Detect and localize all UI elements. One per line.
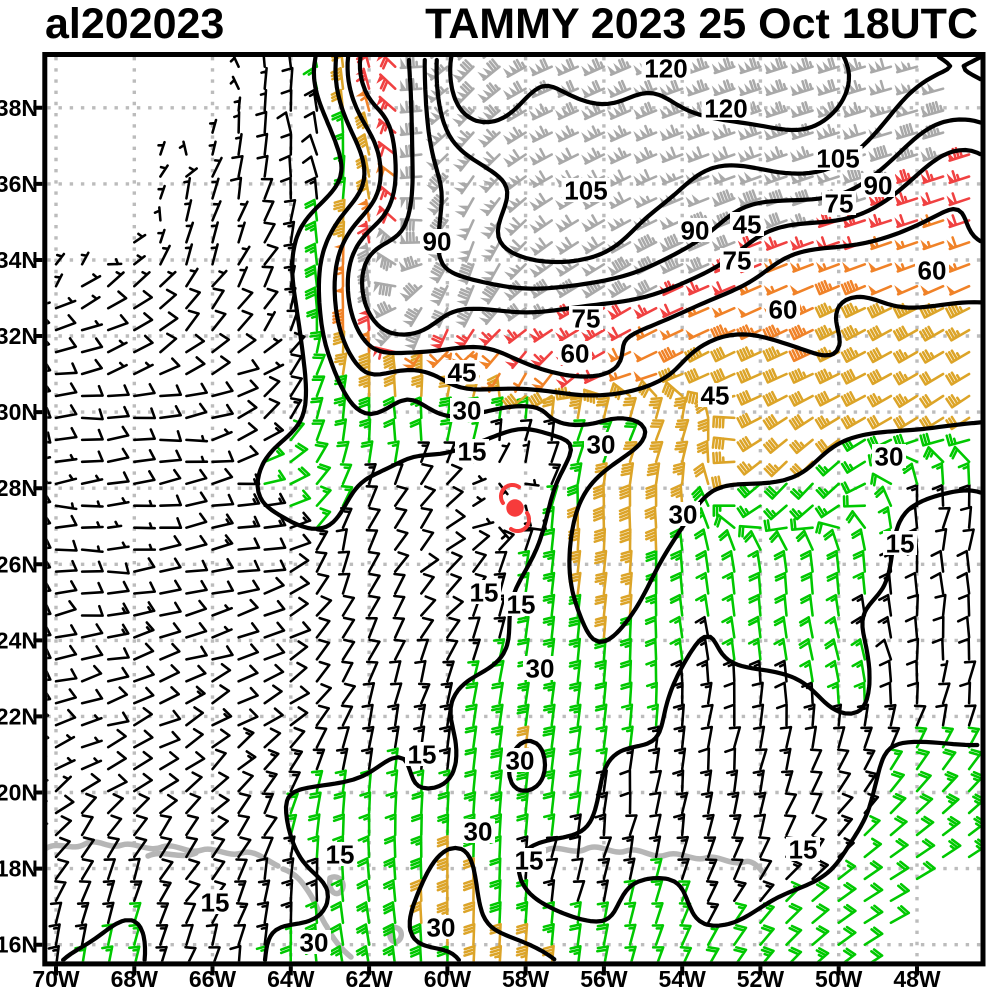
svg-text:15: 15 bbox=[886, 529, 915, 559]
svg-text:105: 105 bbox=[564, 176, 607, 206]
svg-text:45: 45 bbox=[733, 210, 762, 240]
svg-text:30: 30 bbox=[300, 928, 329, 958]
svg-text:90: 90 bbox=[681, 216, 710, 246]
svg-text:70W: 70W bbox=[32, 966, 80, 989]
svg-text:38N: 38N bbox=[0, 95, 38, 121]
svg-text:90: 90 bbox=[423, 227, 452, 257]
svg-text:16N: 16N bbox=[0, 932, 38, 958]
svg-text:120: 120 bbox=[704, 94, 747, 124]
svg-text:75: 75 bbox=[825, 189, 854, 219]
svg-text:24N: 24N bbox=[0, 627, 38, 653]
svg-text:30: 30 bbox=[669, 500, 698, 530]
svg-text:30: 30 bbox=[453, 396, 482, 426]
svg-text:66W: 66W bbox=[189, 966, 237, 989]
svg-text:48W: 48W bbox=[893, 966, 941, 989]
svg-text:50W: 50W bbox=[815, 966, 863, 989]
svg-text:30: 30 bbox=[587, 430, 616, 460]
svg-text:68W: 68W bbox=[111, 966, 159, 989]
svg-text:15: 15 bbox=[201, 888, 230, 918]
svg-text:15: 15 bbox=[326, 840, 355, 870]
svg-text:15: 15 bbox=[458, 437, 487, 467]
svg-text:15: 15 bbox=[515, 846, 544, 876]
svg-text:20N: 20N bbox=[0, 780, 38, 806]
svg-text:120: 120 bbox=[644, 54, 687, 84]
svg-text:15: 15 bbox=[470, 578, 499, 608]
svg-text:15: 15 bbox=[789, 835, 818, 865]
svg-text:18N: 18N bbox=[0, 856, 38, 882]
svg-text:15: 15 bbox=[408, 740, 437, 770]
svg-text:30: 30 bbox=[506, 746, 535, 776]
svg-text:22N: 22N bbox=[0, 703, 38, 729]
svg-text:75: 75 bbox=[723, 246, 752, 276]
svg-text:30N: 30N bbox=[0, 399, 38, 425]
svg-text:34N: 34N bbox=[0, 247, 38, 273]
svg-text:30: 30 bbox=[875, 442, 904, 472]
svg-text:60: 60 bbox=[561, 339, 590, 369]
svg-text:56W: 56W bbox=[580, 966, 628, 989]
svg-text:45: 45 bbox=[701, 381, 730, 411]
svg-text:TAMMY 2023 25 Oct 18UTC: TAMMY 2023 25 Oct 18UTC bbox=[425, 0, 978, 48]
svg-text:32N: 32N bbox=[0, 323, 38, 349]
svg-text:30: 30 bbox=[526, 654, 555, 684]
svg-text:52W: 52W bbox=[737, 966, 785, 989]
svg-text:75: 75 bbox=[572, 304, 601, 334]
svg-text:64W: 64W bbox=[267, 966, 315, 989]
svg-text:45: 45 bbox=[448, 358, 477, 388]
svg-text:60: 60 bbox=[918, 256, 947, 286]
svg-text:30: 30 bbox=[427, 913, 456, 943]
svg-text:30: 30 bbox=[464, 817, 493, 847]
svg-text:15: 15 bbox=[507, 590, 536, 620]
svg-text:105: 105 bbox=[816, 144, 859, 174]
svg-text:54W: 54W bbox=[659, 966, 707, 989]
svg-text:36N: 36N bbox=[0, 171, 38, 197]
svg-text:60: 60 bbox=[769, 295, 798, 325]
svg-text:90: 90 bbox=[864, 171, 893, 201]
svg-text:62W: 62W bbox=[345, 966, 393, 989]
svg-text:28N: 28N bbox=[0, 475, 38, 501]
svg-text:26N: 26N bbox=[0, 551, 38, 577]
svg-text:60W: 60W bbox=[424, 966, 472, 989]
svg-text:al202023: al202023 bbox=[45, 0, 224, 48]
svg-text:58W: 58W bbox=[502, 966, 550, 989]
